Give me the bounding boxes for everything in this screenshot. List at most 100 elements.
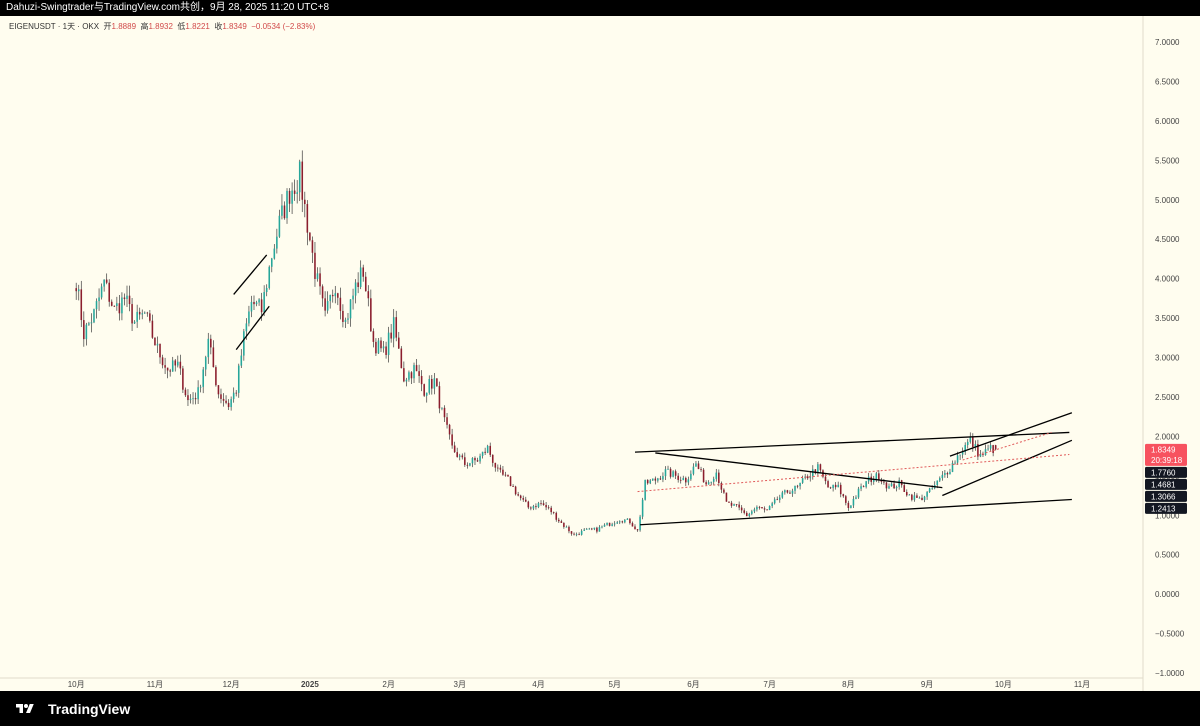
candle-body [319, 273, 321, 287]
candle-body [621, 521, 624, 523]
candle-body [740, 507, 743, 511]
candlestick-chart[interactable]: 7.0000 6.5000 6.0000 5.5000 5.0000 4.5000 4.00… [0, 16, 1200, 691]
candle-body [85, 324, 88, 340]
price-badge [1145, 490, 1187, 502]
candle-body [618, 521, 621, 523]
price-badge [1145, 466, 1187, 478]
candle-body [845, 496, 847, 503]
candle-body [273, 248, 276, 259]
price-badge-countdown: 20:39:18 [1151, 456, 1183, 465]
tradingview-brand-text[interactable]: TradingView [48, 700, 131, 717]
trendline [233, 254, 268, 295]
candle-body [179, 361, 182, 369]
candle-body [735, 504, 738, 505]
candle-body [814, 469, 817, 474]
x-tick-label: 7月 [763, 680, 775, 689]
legend-symbol[interactable]: EIGENUSDT · 1天 · OKX [9, 22, 100, 31]
candle-body [860, 486, 862, 489]
candle-body [966, 441, 969, 445]
candle-body [400, 348, 403, 369]
candle-body [339, 297, 342, 311]
candle-body [344, 319, 347, 322]
candle-body [151, 320, 154, 338]
candle-body [364, 276, 367, 292]
candle-body [408, 372, 410, 380]
candle-body [705, 482, 707, 485]
x-tick-label: 11月 [1074, 680, 1090, 689]
trendline [235, 305, 270, 351]
candle-body [395, 317, 398, 338]
candle-body [662, 476, 664, 480]
candle-body [850, 505, 852, 508]
candle-body [613, 523, 616, 525]
candle-body [494, 462, 497, 468]
candle-body [593, 527, 596, 530]
candle-body [166, 367, 169, 371]
candle-body [720, 483, 723, 490]
x-tick-label: 10月 [68, 680, 85, 689]
price-axis: 7.0000 6.5000 6.0000 5.5000 5.0000 4.5000 4.00… [1142, 16, 1185, 691]
candle-body [222, 398, 225, 401]
candle-body [248, 311, 250, 324]
candle-body [956, 455, 959, 463]
candle-body [789, 492, 791, 494]
candle-body [608, 522, 611, 526]
candle-body [352, 295, 354, 300]
tradingview-logo-icon[interactable] [8, 702, 42, 716]
candle-body [215, 367, 217, 386]
candle-body [768, 506, 771, 510]
candle-body [616, 522, 619, 524]
candle-body [977, 444, 979, 457]
candle-body [438, 386, 441, 409]
candle-body [519, 495, 522, 499]
candle-body [537, 503, 540, 508]
candle-body [829, 487, 832, 489]
candle-body [560, 521, 563, 523]
price-badge [1145, 502, 1187, 514]
candle-body [766, 509, 768, 511]
candle-body [436, 378, 438, 387]
share-caption: Dahuzi-Swingtrader与TradingView.com共创，9月 … [0, 0, 1200, 16]
candle-body [527, 501, 530, 508]
candle-body [354, 282, 357, 296]
candle-body [664, 469, 667, 477]
candle-body [697, 463, 700, 470]
candle-body [77, 289, 80, 292]
candle-body [484, 451, 486, 453]
candle-body [629, 518, 631, 524]
candle-body [309, 232, 311, 241]
x-tick-label: 3月 [454, 680, 466, 689]
candle-body [659, 478, 662, 480]
candle-body [131, 304, 133, 324]
candle-body [100, 286, 103, 298]
candle-body [225, 400, 227, 403]
legend-high-value: 1.8932 [148, 22, 173, 31]
candle-body [578, 534, 580, 536]
trendline [655, 452, 943, 489]
candle-body [227, 402, 230, 408]
y-tick-label: 5.0000 [1155, 196, 1180, 205]
y-tick-label: 2.0000 [1155, 432, 1180, 441]
candle-body [918, 497, 921, 499]
candle-body [301, 161, 304, 200]
candle-body [207, 338, 210, 358]
candle-body [103, 279, 105, 287]
price-badge-value: 1.3066 [1151, 492, 1176, 501]
candle-body [314, 252, 316, 279]
candle-body [839, 484, 842, 495]
candle-body [611, 524, 613, 526]
candle-body [306, 204, 309, 233]
candle-body [362, 267, 365, 277]
candle-body [669, 468, 672, 477]
chart-area[interactable]: 7.0000 6.5000 6.0000 5.5000 5.0000 4.5000 4.00… [0, 16, 1200, 691]
candle-body [164, 365, 166, 368]
candle-body [337, 293, 339, 298]
y-tick-label: 4.0000 [1155, 275, 1180, 284]
candle-body [898, 480, 900, 487]
candle-body [141, 313, 144, 315]
candle-body [573, 533, 575, 535]
candle-body [624, 519, 626, 523]
candle-body [433, 378, 436, 389]
candle-body [268, 266, 271, 288]
